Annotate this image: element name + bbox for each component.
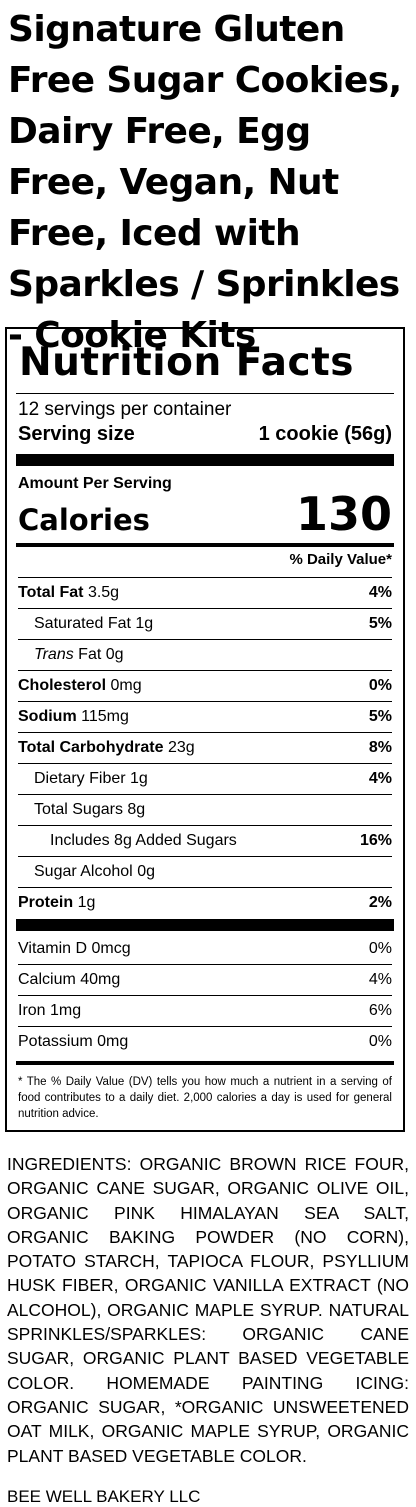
nutrition-facts-heading: Nutrition Facts	[19, 340, 354, 385]
nutrient-row-protein: Protein 1g 2%	[18, 887, 392, 918]
cutoff-text: BEE WELL BAKERY LLC	[7, 1487, 201, 1506]
vitamin-row-vitamin-d: Vitamin D 0mcg 0%	[18, 939, 392, 957]
calories-row: Calories 130	[18, 487, 392, 541]
serving-size-value: 1 cookie (56g)	[258, 423, 392, 445]
divider-thick	[16, 454, 394, 466]
calories-label: Calories	[18, 503, 150, 537]
nutrient-row-added-sugars: Includes 8g Added Sugars 16%	[18, 825, 392, 856]
vitamin-row-calcium: Calcium 40mg 4%	[18, 964, 392, 995]
product-title: Signature Gluten Free Sugar Cookies, Dai…	[8, 9, 402, 356]
ingredients-text: INGREDIENTS: ORGANIC BROWN RICE FOUR, OR…	[7, 1154, 409, 1466]
divider-thick	[16, 919, 394, 931]
daily-value-footnote: * The % Daily Value (DV) tells you how m…	[18, 1076, 392, 1120]
nutrition-facts-panel: Nutrition Facts 12 servings per containe…	[5, 327, 405, 1132]
nutrient-row-total-carbohydrate: Total Carbohydrate 23g 8%	[18, 732, 392, 763]
nutrient-row-total-sugars: Total Sugars 8g	[18, 794, 392, 825]
divider-medium	[16, 1061, 394, 1065]
nutrient-row-sodium: Sodium 115mg 5%	[18, 701, 392, 732]
amount-per-serving: Amount Per Serving	[18, 475, 172, 492]
daily-value-header: % Daily Value*	[289, 551, 392, 568]
vitamin-row-iron: Iron 1mg 6%	[18, 995, 392, 1026]
nutrient-row-total-fat: Total Fat 3.5g 4%	[18, 577, 392, 608]
divider	[16, 393, 394, 394]
servings-per-container: 12 servings per container	[18, 399, 232, 420]
nutrient-row-saturated-fat: Saturated Fat 1g 5%	[18, 608, 392, 639]
nutrient-row-sugar-alcohol: Sugar Alcohol 0g	[18, 856, 392, 887]
divider-medium	[16, 543, 394, 547]
calories-value: 130	[295, 487, 392, 541]
nutrient-row-trans-fat: Trans Fat 0g	[18, 639, 392, 670]
nutrient-row-dietary-fiber: Dietary Fiber 1g 4%	[18, 763, 392, 794]
serving-size-label: Serving size	[18, 423, 135, 445]
serving-size-row: Serving size 1 cookie (56g)	[18, 423, 392, 446]
nutrient-row-cholesterol: Cholesterol 0mg 0%	[18, 670, 392, 701]
vitamin-row-potassium: Potassium 0mg 0%	[18, 1026, 392, 1057]
